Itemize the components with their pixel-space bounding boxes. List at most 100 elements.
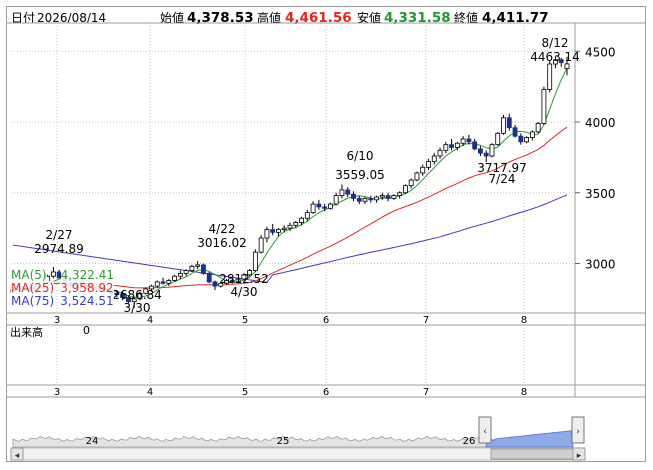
candle — [229, 277, 235, 284]
candle-body — [166, 280, 172, 284]
candle-body — [287, 224, 293, 229]
candle — [356, 195, 362, 205]
ohlc-header: 日付 2026/08/14 始値 4,378.53 高値 4,461.56 安値… — [7, 7, 645, 29]
candle — [437, 147, 443, 159]
candle-body — [206, 272, 212, 283]
month-label: 5 — [242, 315, 248, 326]
candle-body — [316, 203, 322, 208]
candle — [287, 222, 293, 231]
candle — [431, 153, 437, 165]
candle-body — [506, 117, 512, 129]
candle — [478, 146, 483, 156]
candle-body — [379, 195, 385, 198]
candle — [206, 271, 212, 284]
candle-body — [478, 148, 483, 154]
candle-body — [195, 264, 201, 267]
candle-body — [443, 144, 449, 151]
candle-body — [143, 288, 149, 294]
candle — [327, 202, 333, 210]
annotation-date: 8/12 — [542, 36, 569, 50]
candle — [402, 184, 408, 195]
candle-body — [454, 142, 460, 148]
candle — [501, 114, 506, 135]
annotation-value: 3717.97 — [477, 161, 527, 175]
candle — [420, 164, 426, 176]
candle — [495, 131, 501, 147]
month-label-bottom: 3 — [54, 387, 60, 398]
volume-label: 出来高 — [10, 326, 43, 339]
candle-body — [553, 59, 558, 65]
chart-window: 日付 2026/08/14 始値 4,378.53 高値 4,461.56 安値… — [6, 6, 646, 462]
month-label: 4 — [147, 315, 153, 326]
candle — [529, 130, 535, 141]
candle-body — [483, 152, 489, 157]
candle — [466, 134, 472, 145]
candle-body — [149, 285, 154, 290]
candle-body — [322, 206, 328, 209]
candle — [374, 195, 379, 203]
candle — [212, 280, 218, 290]
month-label-bottom: 7 — [423, 387, 429, 398]
candle — [131, 297, 137, 308]
candle — [518, 133, 524, 145]
annotation-value: 2974.89 — [34, 242, 84, 256]
date-label: 日付 — [11, 11, 36, 25]
navigator-right-handle[interactable]: › — [571, 416, 585, 444]
candle — [443, 141, 449, 154]
candle-body — [374, 196, 379, 201]
candle-body — [131, 298, 137, 303]
candle-body — [339, 189, 345, 196]
candle — [293, 221, 299, 229]
candle — [385, 192, 391, 202]
candle — [541, 86, 547, 125]
close-value: 4,411.77 — [482, 10, 549, 26]
candle-body — [218, 282, 224, 287]
candle-body — [229, 280, 235, 283]
candle-body — [114, 292, 120, 296]
candle — [235, 277, 241, 284]
candle-body — [535, 123, 541, 133]
handle-box — [478, 416, 492, 444]
annotation-value: 2686.84 — [112, 288, 162, 302]
annotation-date: 6/10 — [347, 149, 374, 163]
open-label: 始値 — [160, 11, 185, 25]
candle — [270, 223, 276, 236]
candle-body — [50, 271, 56, 277]
navigator-left-handle[interactable]: ‹ — [478, 416, 492, 444]
candle — [333, 192, 339, 206]
candle-body — [235, 278, 241, 283]
y-tick-label: 4500 — [585, 45, 616, 59]
month-label-bottom: 4 — [147, 387, 153, 398]
y-tick-label: 3500 — [585, 187, 616, 201]
candle — [172, 274, 178, 282]
candle — [252, 249, 258, 272]
month-label-bottom: 6 — [323, 387, 329, 398]
candle-body — [189, 265, 195, 271]
y-tick-label: 4000 — [585, 116, 616, 130]
candle-body — [351, 193, 356, 199]
candle-body — [201, 264, 206, 274]
y-tick-label: 3000 — [585, 257, 616, 271]
candle — [310, 201, 316, 214]
candle — [345, 187, 351, 197]
scroll-left-button[interactable]: ◂ — [10, 447, 24, 461]
annotation-date: 4/22 — [209, 222, 236, 236]
navigator-scrollbar[interactable] — [10, 447, 586, 461]
navigator-year-label: 25 — [277, 436, 290, 447]
scroll-right-button[interactable]: ▸ — [572, 447, 586, 461]
candle-body — [489, 144, 495, 157]
month-label-bottom: 5 — [242, 387, 248, 398]
candle-body — [293, 222, 299, 226]
candle-body — [420, 166, 426, 174]
candle-body — [310, 203, 316, 213]
candle — [189, 264, 195, 272]
candle-body — [362, 198, 368, 202]
candle — [195, 261, 201, 270]
candle-body — [368, 198, 374, 201]
ma5-legend: MA(5) 4,322.41 — [11, 268, 114, 282]
candle — [50, 267, 56, 279]
candle — [120, 291, 126, 301]
candle — [414, 171, 420, 182]
candle — [449, 139, 455, 151]
